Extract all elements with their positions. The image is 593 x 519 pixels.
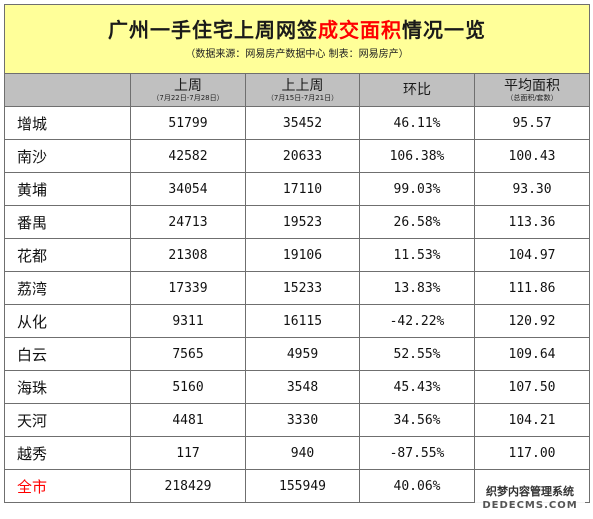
cell-prev-week: 20633 — [245, 139, 360, 173]
cell-last-week: 4481 — [130, 403, 246, 437]
table-subtitle: （数据来源：网易房产数据中心 制表：网易房产） — [185, 49, 409, 60]
cell-last-week: 117 — [130, 436, 246, 470]
header-label: 平均面积 — [504, 77, 560, 94]
cell-avg-area: 93.30 — [473, 172, 591, 206]
cell-last-week: 17339 — [130, 271, 246, 305]
header-label: 上上周 — [281, 77, 324, 94]
cell-avg-area: 120.92 — [473, 304, 591, 338]
title-part2: 情况一览 — [402, 18, 486, 42]
watermark-line1: 织梦内容管理系统 — [486, 485, 574, 498]
table-row: 增城 51799 35452 46.11% 95.57 — [4, 106, 591, 140]
cell-prev-week: 4959 — [245, 337, 360, 371]
header-label: 上周 — [174, 77, 202, 94]
table-row: 白云 7565 4959 52.55% 109.64 — [4, 337, 591, 371]
cell-change: 52.55% — [359, 337, 475, 371]
cell-region: 花都 — [4, 238, 131, 272]
table-title: 广州一手住宅上周网签成交面积情况一览 — [5, 5, 589, 43]
table-row: 荔湾 17339 15233 13.83% 111.86 — [4, 271, 591, 305]
cell-last-week: 9311 — [130, 304, 246, 338]
cell-avg-area: 117.00 — [473, 436, 591, 470]
cell-change: 99.03% — [359, 172, 475, 206]
header-sublabel: （总面积/套数） — [506, 93, 558, 102]
cell-change: 46.11% — [359, 106, 475, 140]
cell-avg-area: 113.36 — [473, 205, 591, 239]
table-row: 海珠 5160 3548 45.43% 107.50 — [4, 370, 591, 404]
cell-region: 白云 — [4, 337, 131, 371]
header-label: 环比 — [403, 82, 431, 98]
table-row: 越秀 117 940 -87.55% 117.00 — [4, 436, 591, 470]
cell-prev-week-total: 155949 — [245, 469, 360, 503]
cell-region: 增城 — [4, 106, 131, 140]
cell-avg-area: 107.50 — [473, 370, 591, 404]
cell-region: 黄埔 — [4, 172, 131, 206]
cell-prev-week: 3330 — [245, 403, 360, 437]
header-cell-last-week: 上周 （7月22日-7月28日） — [130, 73, 246, 107]
cell-change: 34.56% — [359, 403, 475, 437]
table-row: 天河 4481 3330 34.56% 104.21 — [4, 403, 591, 437]
header-sublabel: （7月22日-7月28日） — [152, 93, 224, 102]
cell-avg-area: 109.64 — [473, 337, 591, 371]
cell-change: -87.55% — [359, 436, 475, 470]
title-cell: 广州一手住宅上周网签成交面积情况一览 （数据来源：网易房产数据中心 制表：网易房… — [3, 4, 591, 74]
cell-avg-area: 104.21 — [473, 403, 591, 437]
cell-avg-area: 104.97 — [473, 238, 591, 272]
cell-last-week: 51799 — [130, 106, 246, 140]
watermark: 织梦内容管理系统 DEDECMS.COM — [475, 485, 585, 515]
cell-prev-week: 35452 — [245, 106, 360, 140]
cell-region: 海珠 — [4, 370, 131, 404]
cell-change: 13.83% — [359, 271, 475, 305]
watermark-line2: DEDECMS.COM — [482, 500, 578, 511]
cell-prev-week: 17110 — [245, 172, 360, 206]
cell-region: 从化 — [4, 304, 131, 338]
cell-avg-area: 111.86 — [473, 271, 591, 305]
area-table: 广州一手住宅上周网签成交面积情况一览 （数据来源：网易房产数据中心 制表：网易房… — [3, 4, 591, 503]
cell-last-week: 21308 — [130, 238, 246, 272]
cell-prev-week: 19106 — [245, 238, 360, 272]
cell-prev-week: 940 — [245, 436, 360, 470]
cell-last-week: 7565 — [130, 337, 246, 371]
cell-last-week: 5160 — [130, 370, 246, 404]
table-row: 番禺 24713 19523 26.58% 113.36 — [4, 205, 591, 239]
header-cell-change: 环比 — [359, 73, 475, 107]
cell-prev-week: 3548 — [245, 370, 360, 404]
header-cell-prev-week: 上上周 （7月15日-7月21日） — [245, 73, 360, 107]
cell-region-total: 全市 — [4, 469, 131, 503]
title-part1: 广州一手住宅上周网签 — [108, 18, 318, 42]
table-row: 从化 9311 16115 -42.22% 120.92 — [4, 304, 591, 338]
cell-region: 南沙 — [4, 139, 131, 173]
cell-prev-week: 15233 — [245, 271, 360, 305]
cell-avg-area: 95.57 — [473, 106, 591, 140]
header-row: 上周 （7月22日-7月28日） 上上周 （7月15日-7月21日） 环比 平均… — [4, 73, 591, 107]
cell-last-week: 34054 — [130, 172, 246, 206]
cell-region: 番禺 — [4, 205, 131, 239]
cell-change-total: 40.06% — [359, 469, 475, 503]
table-row: 南沙 42582 20633 106.38% 100.43 — [4, 139, 591, 173]
header-sublabel: （7月15日-7月21日） — [266, 93, 339, 102]
cell-prev-week: 19523 — [245, 205, 360, 239]
cell-change: 26.58% — [359, 205, 475, 239]
cell-region: 越秀 — [4, 436, 131, 470]
cell-change: 45.43% — [359, 370, 475, 404]
table-row: 黄埔 34054 17110 99.03% 93.30 — [4, 172, 591, 206]
table-row: 花都 21308 19106 11.53% 104.97 — [4, 238, 591, 272]
cell-change: 106.38% — [359, 139, 475, 173]
cell-change: -42.22% — [359, 304, 475, 338]
cell-last-week-total: 218429 — [130, 469, 246, 503]
cell-region: 天河 — [4, 403, 131, 437]
cell-prev-week: 16115 — [245, 304, 360, 338]
cell-change: 11.53% — [359, 238, 475, 272]
cell-last-week: 24713 — [130, 205, 246, 239]
cell-region: 荔湾 — [4, 271, 131, 305]
cell-avg-area: 100.43 — [473, 139, 591, 173]
title-highlight: 成交面积 — [318, 18, 402, 42]
header-cell-avg-area: 平均面积 （总面积/套数） — [473, 73, 591, 107]
header-cell-region — [4, 73, 131, 107]
cell-last-week: 42582 — [130, 139, 246, 173]
